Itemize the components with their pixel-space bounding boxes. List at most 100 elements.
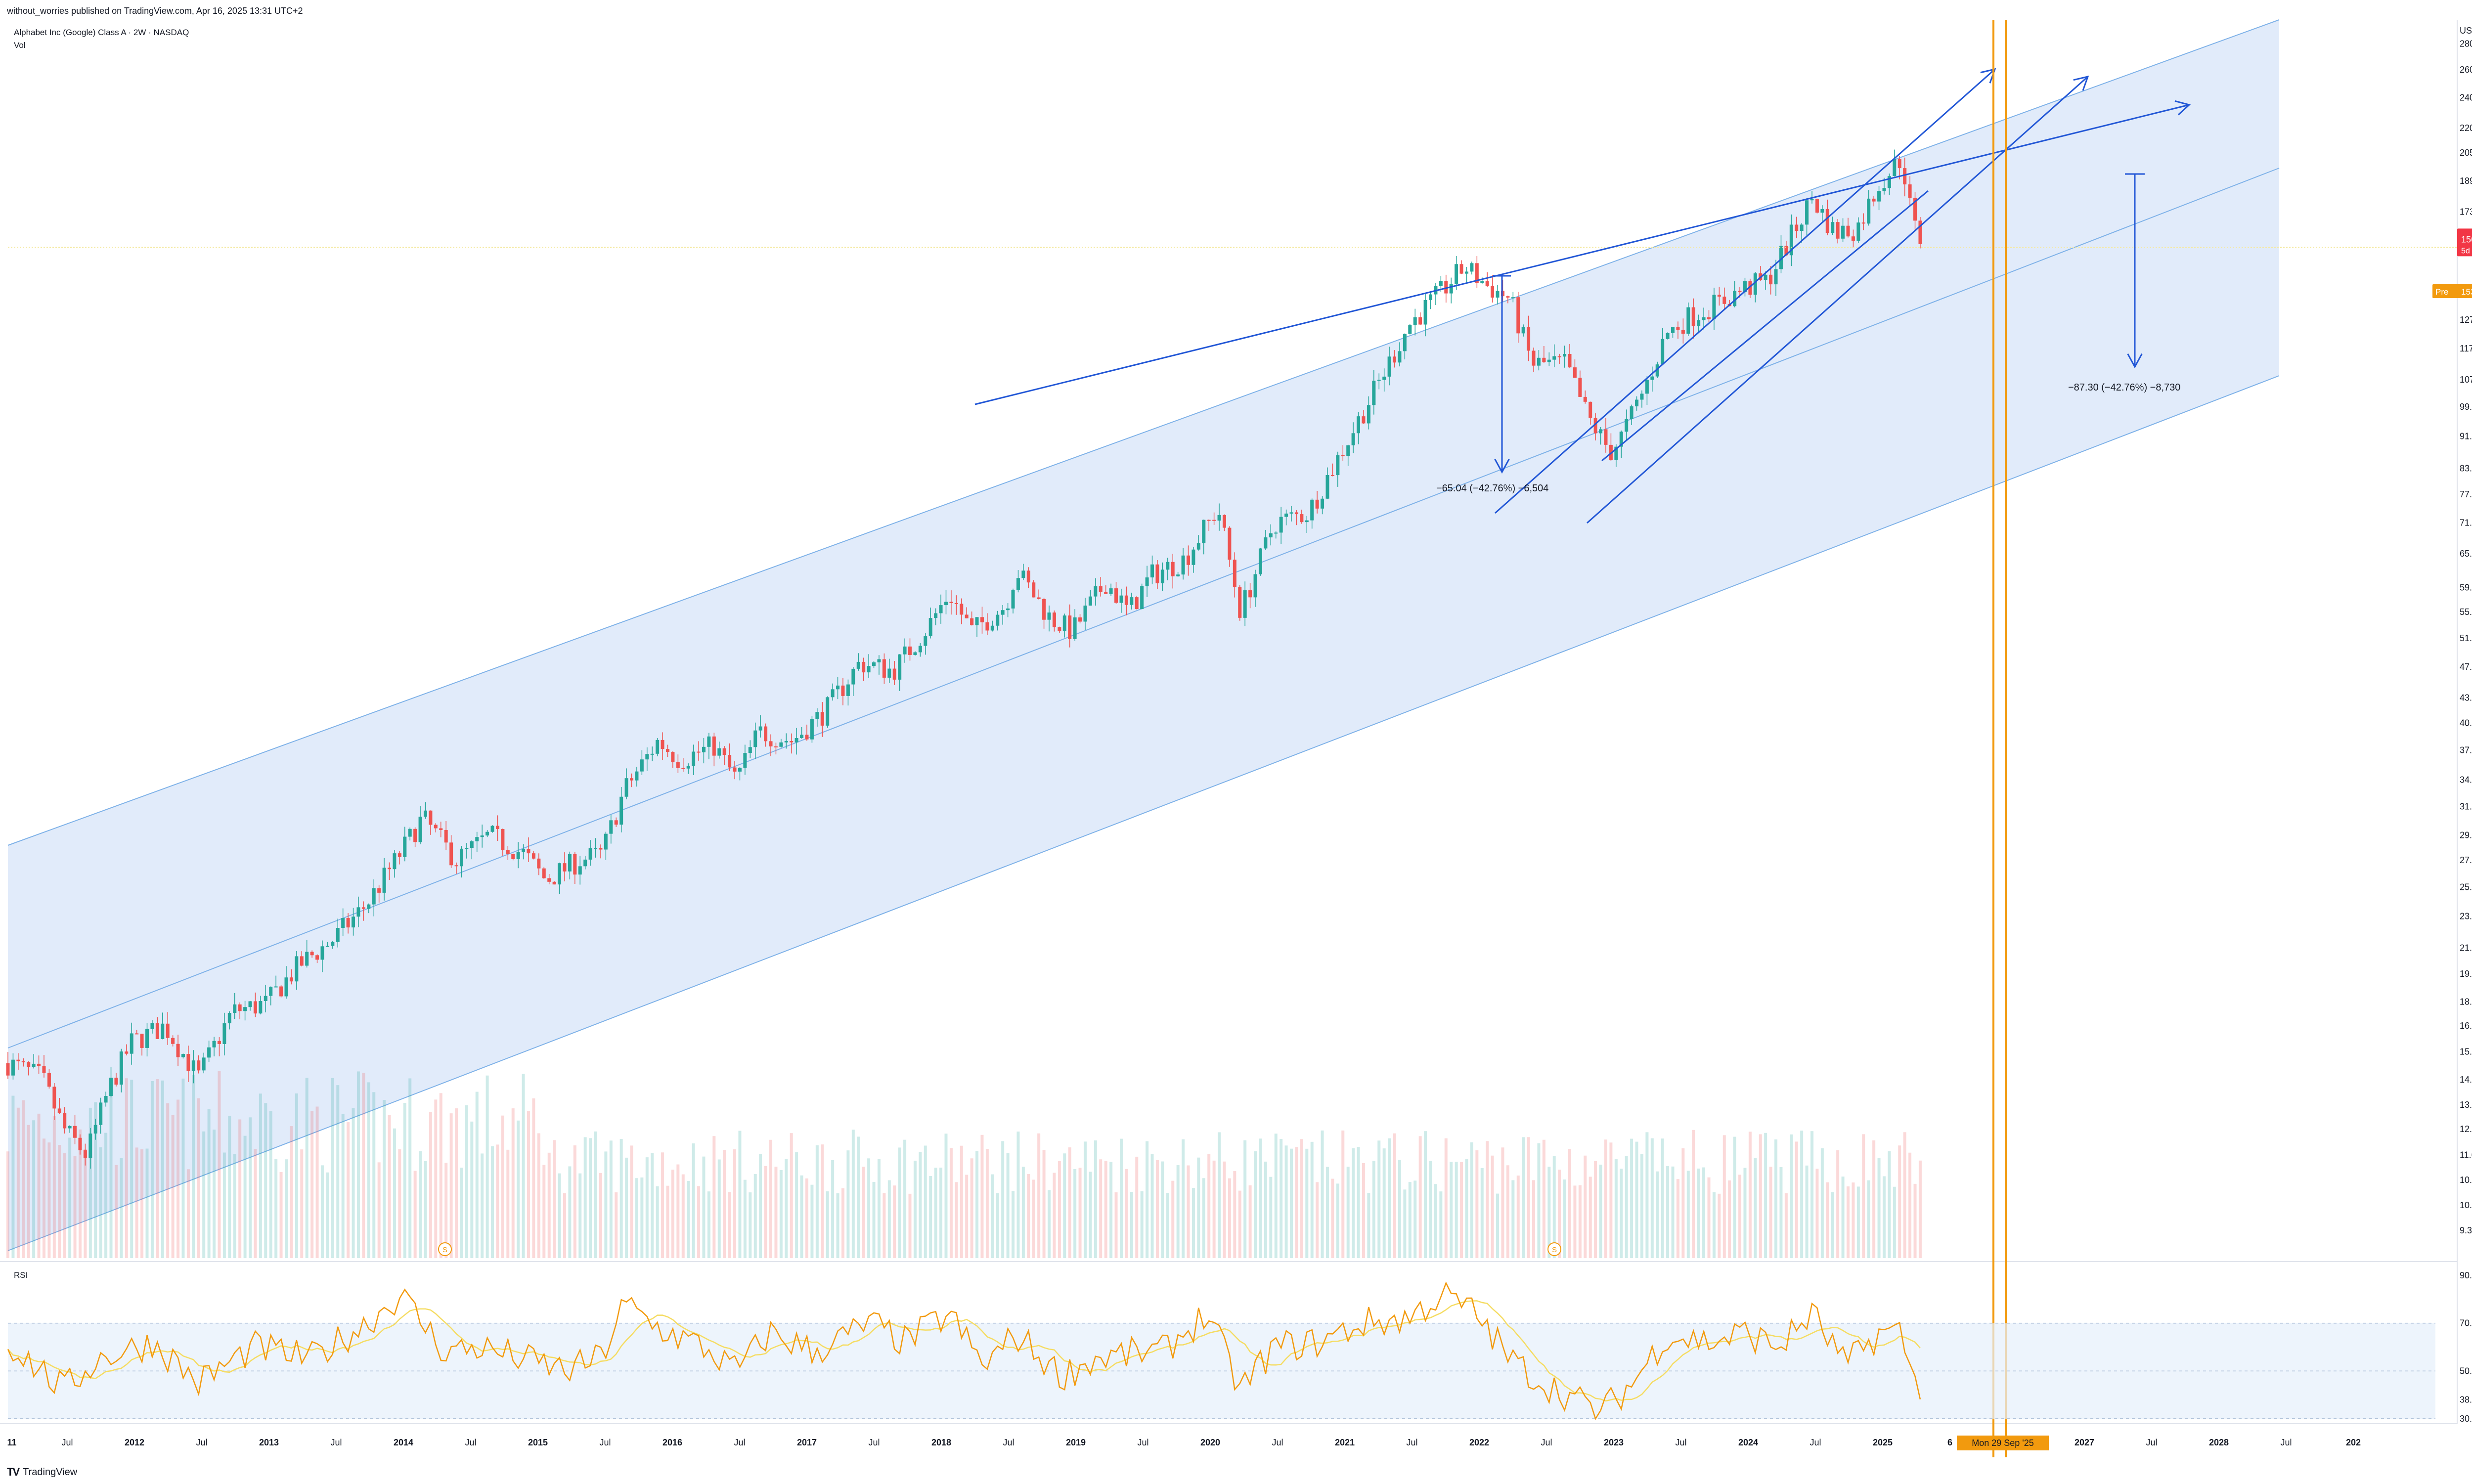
- candle[interactable]: [372, 879, 376, 917]
- candle[interactable]: [1475, 256, 1479, 288]
- candle[interactable]: [867, 654, 871, 678]
- candle[interactable]: [284, 966, 288, 999]
- candle[interactable]: [960, 598, 964, 624]
- candle[interactable]: [1062, 613, 1066, 638]
- candle[interactable]: [1707, 310, 1711, 322]
- candle[interactable]: [892, 661, 896, 685]
- candle[interactable]: [1016, 570, 1020, 593]
- candle[interactable]: [346, 913, 350, 934]
- candle[interactable]: [1521, 324, 1525, 337]
- candle[interactable]: [1294, 510, 1298, 525]
- candle[interactable]: [882, 653, 886, 684]
- candle[interactable]: [1217, 503, 1221, 531]
- candle[interactable]: [1527, 315, 1531, 361]
- candle[interactable]: [341, 908, 345, 936]
- last-price-badge[interactable]: 156.31 5d 9h: [2457, 228, 2472, 257]
- candle[interactable]: [1589, 401, 1592, 425]
- candle[interactable]: [1593, 413, 1597, 440]
- candle[interactable]: [1403, 333, 1407, 359]
- candle[interactable]: [856, 653, 860, 671]
- candle[interactable]: [1310, 498, 1314, 529]
- candle[interactable]: [1026, 567, 1030, 588]
- candle[interactable]: [300, 951, 304, 967]
- candle[interactable]: [820, 702, 824, 737]
- candle[interactable]: [1578, 370, 1582, 397]
- candle[interactable]: [1769, 266, 1773, 295]
- candle[interactable]: [1279, 507, 1283, 544]
- candle[interactable]: [1722, 287, 1726, 310]
- candle[interactable]: [1233, 552, 1236, 598]
- candle[interactable]: [1805, 198, 1809, 237]
- candle[interactable]: [784, 733, 788, 749]
- candle[interactable]: [1264, 529, 1268, 550]
- rsi-legend[interactable]: RSI: [14, 1270, 28, 1280]
- candle[interactable]: [1893, 149, 1897, 177]
- candle[interactable]: [1171, 554, 1175, 589]
- candle[interactable]: [913, 651, 917, 656]
- candle[interactable]: [233, 993, 237, 1019]
- candle[interactable]: [1779, 235, 1783, 273]
- candle[interactable]: [197, 1055, 201, 1074]
- candle[interactable]: [1253, 569, 1257, 607]
- candle[interactable]: [99, 1097, 103, 1134]
- candle[interactable]: [1192, 547, 1195, 573]
- candle[interactable]: [635, 767, 639, 787]
- candle[interactable]: [1717, 287, 1721, 306]
- candle[interactable]: [1815, 198, 1819, 214]
- candle[interactable]: [356, 896, 360, 927]
- candle[interactable]: [558, 863, 562, 894]
- candle[interactable]: [1408, 324, 1412, 335]
- candle[interactable]: [1635, 396, 1639, 411]
- candle[interactable]: [1109, 583, 1113, 596]
- candle[interactable]: [815, 708, 819, 727]
- candle[interactable]: [320, 940, 324, 972]
- candle[interactable]: [511, 853, 515, 861]
- candle[interactable]: [1181, 548, 1185, 580]
- candle[interactable]: [1150, 555, 1154, 584]
- candle[interactable]: [1903, 157, 1907, 197]
- candle[interactable]: [1160, 562, 1164, 592]
- candle[interactable]: [1243, 581, 1247, 626]
- candle[interactable]: [1047, 605, 1051, 632]
- candle[interactable]: [1470, 262, 1474, 275]
- candle[interactable]: [11, 1053, 15, 1080]
- candle[interactable]: [1006, 603, 1010, 617]
- candle[interactable]: [289, 969, 293, 985]
- candle[interactable]: [851, 667, 855, 696]
- candle[interactable]: [1913, 192, 1917, 231]
- candle[interactable]: [227, 1011, 231, 1030]
- candle[interactable]: [573, 852, 577, 884]
- candle[interactable]: [325, 942, 329, 947]
- candle[interactable]: [702, 738, 706, 764]
- candle[interactable]: [1604, 418, 1608, 453]
- candle[interactable]: [898, 654, 902, 691]
- candle[interactable]: [970, 611, 974, 626]
- candle[interactable]: [552, 881, 556, 885]
- candle[interactable]: [1691, 298, 1695, 339]
- candle[interactable]: [908, 638, 912, 661]
- candle[interactable]: [1284, 509, 1288, 525]
- candle[interactable]: [764, 723, 768, 747]
- candle[interactable]: [965, 607, 969, 618]
- candle[interactable]: [1686, 302, 1690, 336]
- channel-mid-arrow[interactable]: [1587, 76, 2088, 524]
- candle[interactable]: [1073, 609, 1077, 641]
- candle[interactable]: [795, 728, 798, 755]
- symbol-legend[interactable]: Alphabet Inc (Google) Class A · 2W · NAS…: [14, 28, 189, 37]
- candle[interactable]: [1552, 344, 1556, 367]
- candle[interactable]: [310, 950, 314, 958]
- candle[interactable]: [1733, 281, 1737, 307]
- resistance-arrow[interactable]: [974, 104, 2190, 405]
- candle[interactable]: [1908, 176, 1912, 206]
- candle[interactable]: [1145, 566, 1149, 597]
- candle[interactable]: [480, 825, 484, 848]
- candle[interactable]: [805, 724, 809, 741]
- candle[interactable]: [1702, 307, 1706, 330]
- candle[interactable]: [305, 940, 309, 968]
- parallel-channel-line[interactable]: [1601, 190, 1929, 462]
- candle[interactable]: [506, 846, 510, 860]
- candle[interactable]: [1583, 390, 1587, 404]
- candle[interactable]: [1557, 353, 1561, 364]
- candle[interactable]: [826, 696, 830, 728]
- candle[interactable]: [661, 732, 664, 760]
